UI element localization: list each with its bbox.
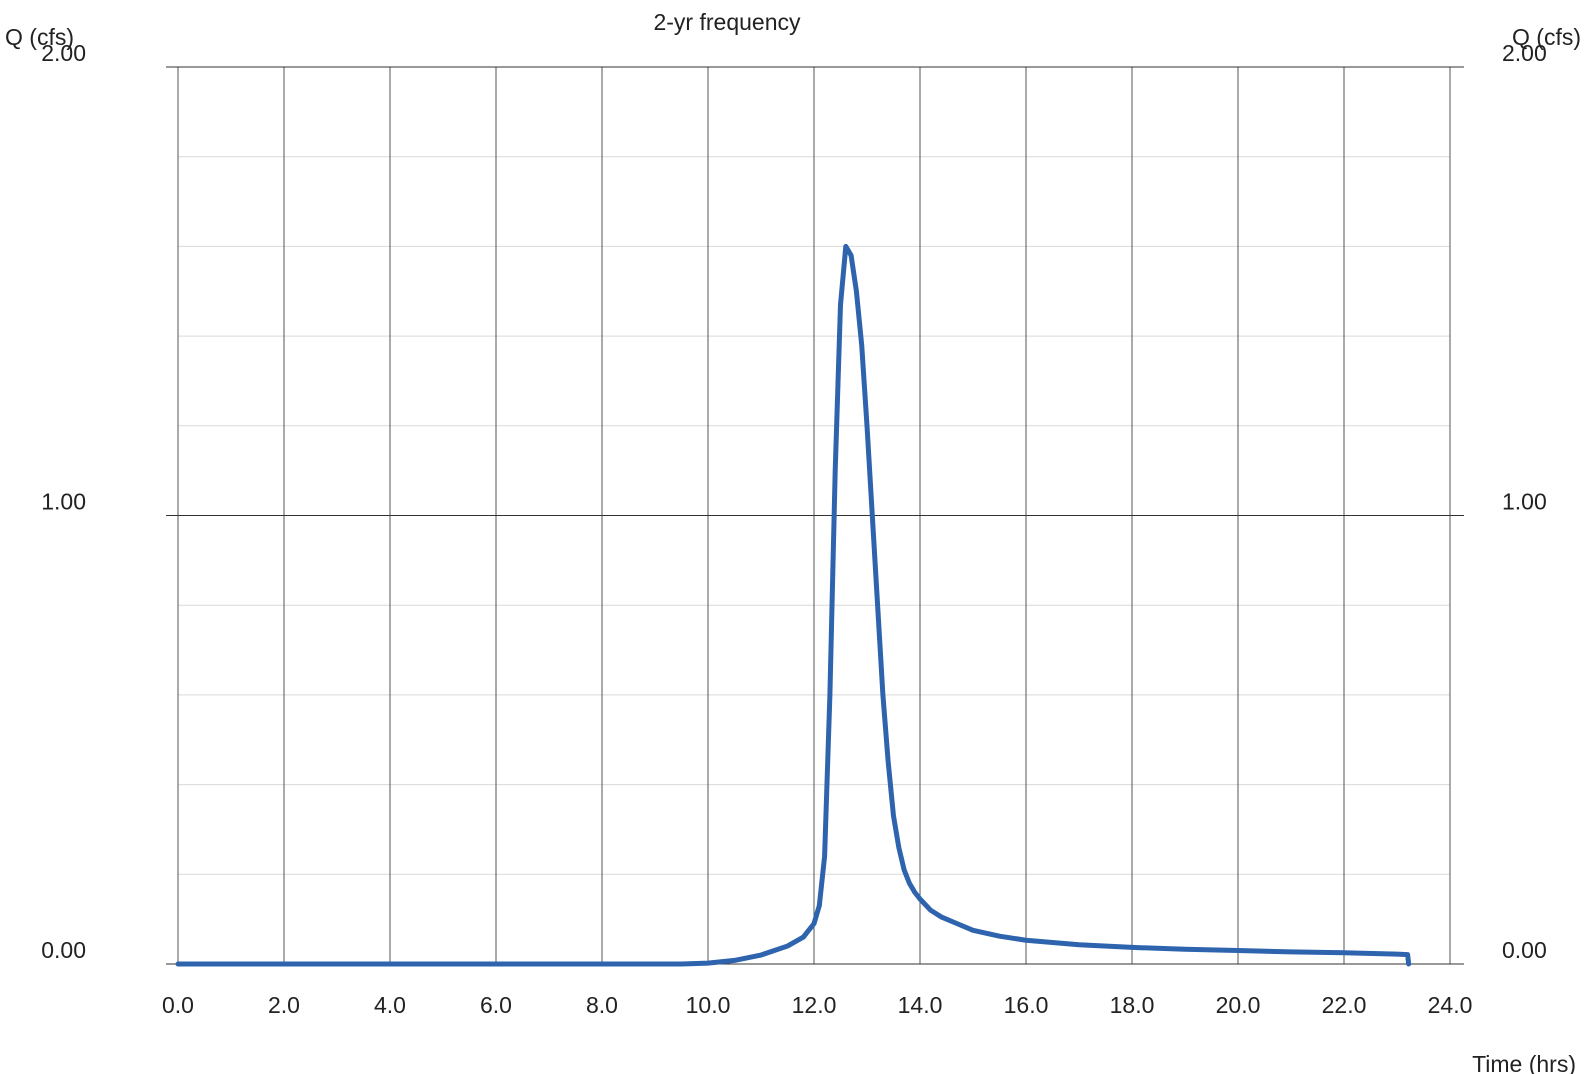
y-tick-label-left: 0.00 xyxy=(41,937,86,963)
y-axis-label-right: Q (cfs) xyxy=(1512,24,1581,50)
series-line xyxy=(175,243,1412,967)
x-tick-label: 8.0 xyxy=(586,992,618,1018)
y-tick-label-right: 2.00 xyxy=(1502,40,1547,66)
x-tick-label: 2.0 xyxy=(268,992,300,1018)
x-tick-label: 16.0 xyxy=(1004,992,1049,1018)
x-tick-label: 0.0 xyxy=(162,992,194,1018)
y-tick-label-right: 0.00 xyxy=(1502,937,1547,963)
y-tick-label-left: 2.00 xyxy=(41,40,86,66)
x-tick-label: 6.0 xyxy=(480,992,512,1018)
x-tick-label: 24.0 xyxy=(1428,992,1473,1018)
major-gridlines xyxy=(166,66,1464,965)
y-tick-label-right: 1.00 xyxy=(1502,489,1547,515)
x-tick-label: 4.0 xyxy=(374,992,406,1018)
y-axis-label-left: Q (cfs) xyxy=(5,24,74,50)
x-tick-label: 10.0 xyxy=(686,992,731,1018)
x-tick-label: 14.0 xyxy=(898,992,943,1018)
y-tick-label-left: 1.00 xyxy=(41,489,86,515)
series-layer xyxy=(175,243,1412,967)
labels-layer: 0.0 2.0 4.0 6.0 8.0 10.0 12.0 14.0 16.0 18.0 20.0 2… xyxy=(41,40,1547,1018)
chart-title: 2-yr frequency xyxy=(653,9,801,35)
x-axis-label: Time (hrs) xyxy=(1472,1051,1576,1074)
x-tick-label: 12.0 xyxy=(792,992,837,1018)
x-tick-label: 20.0 xyxy=(1216,992,1261,1018)
x-tick-label: 22.0 xyxy=(1322,992,1367,1018)
x-tick-label: 18.0 xyxy=(1110,992,1155,1018)
